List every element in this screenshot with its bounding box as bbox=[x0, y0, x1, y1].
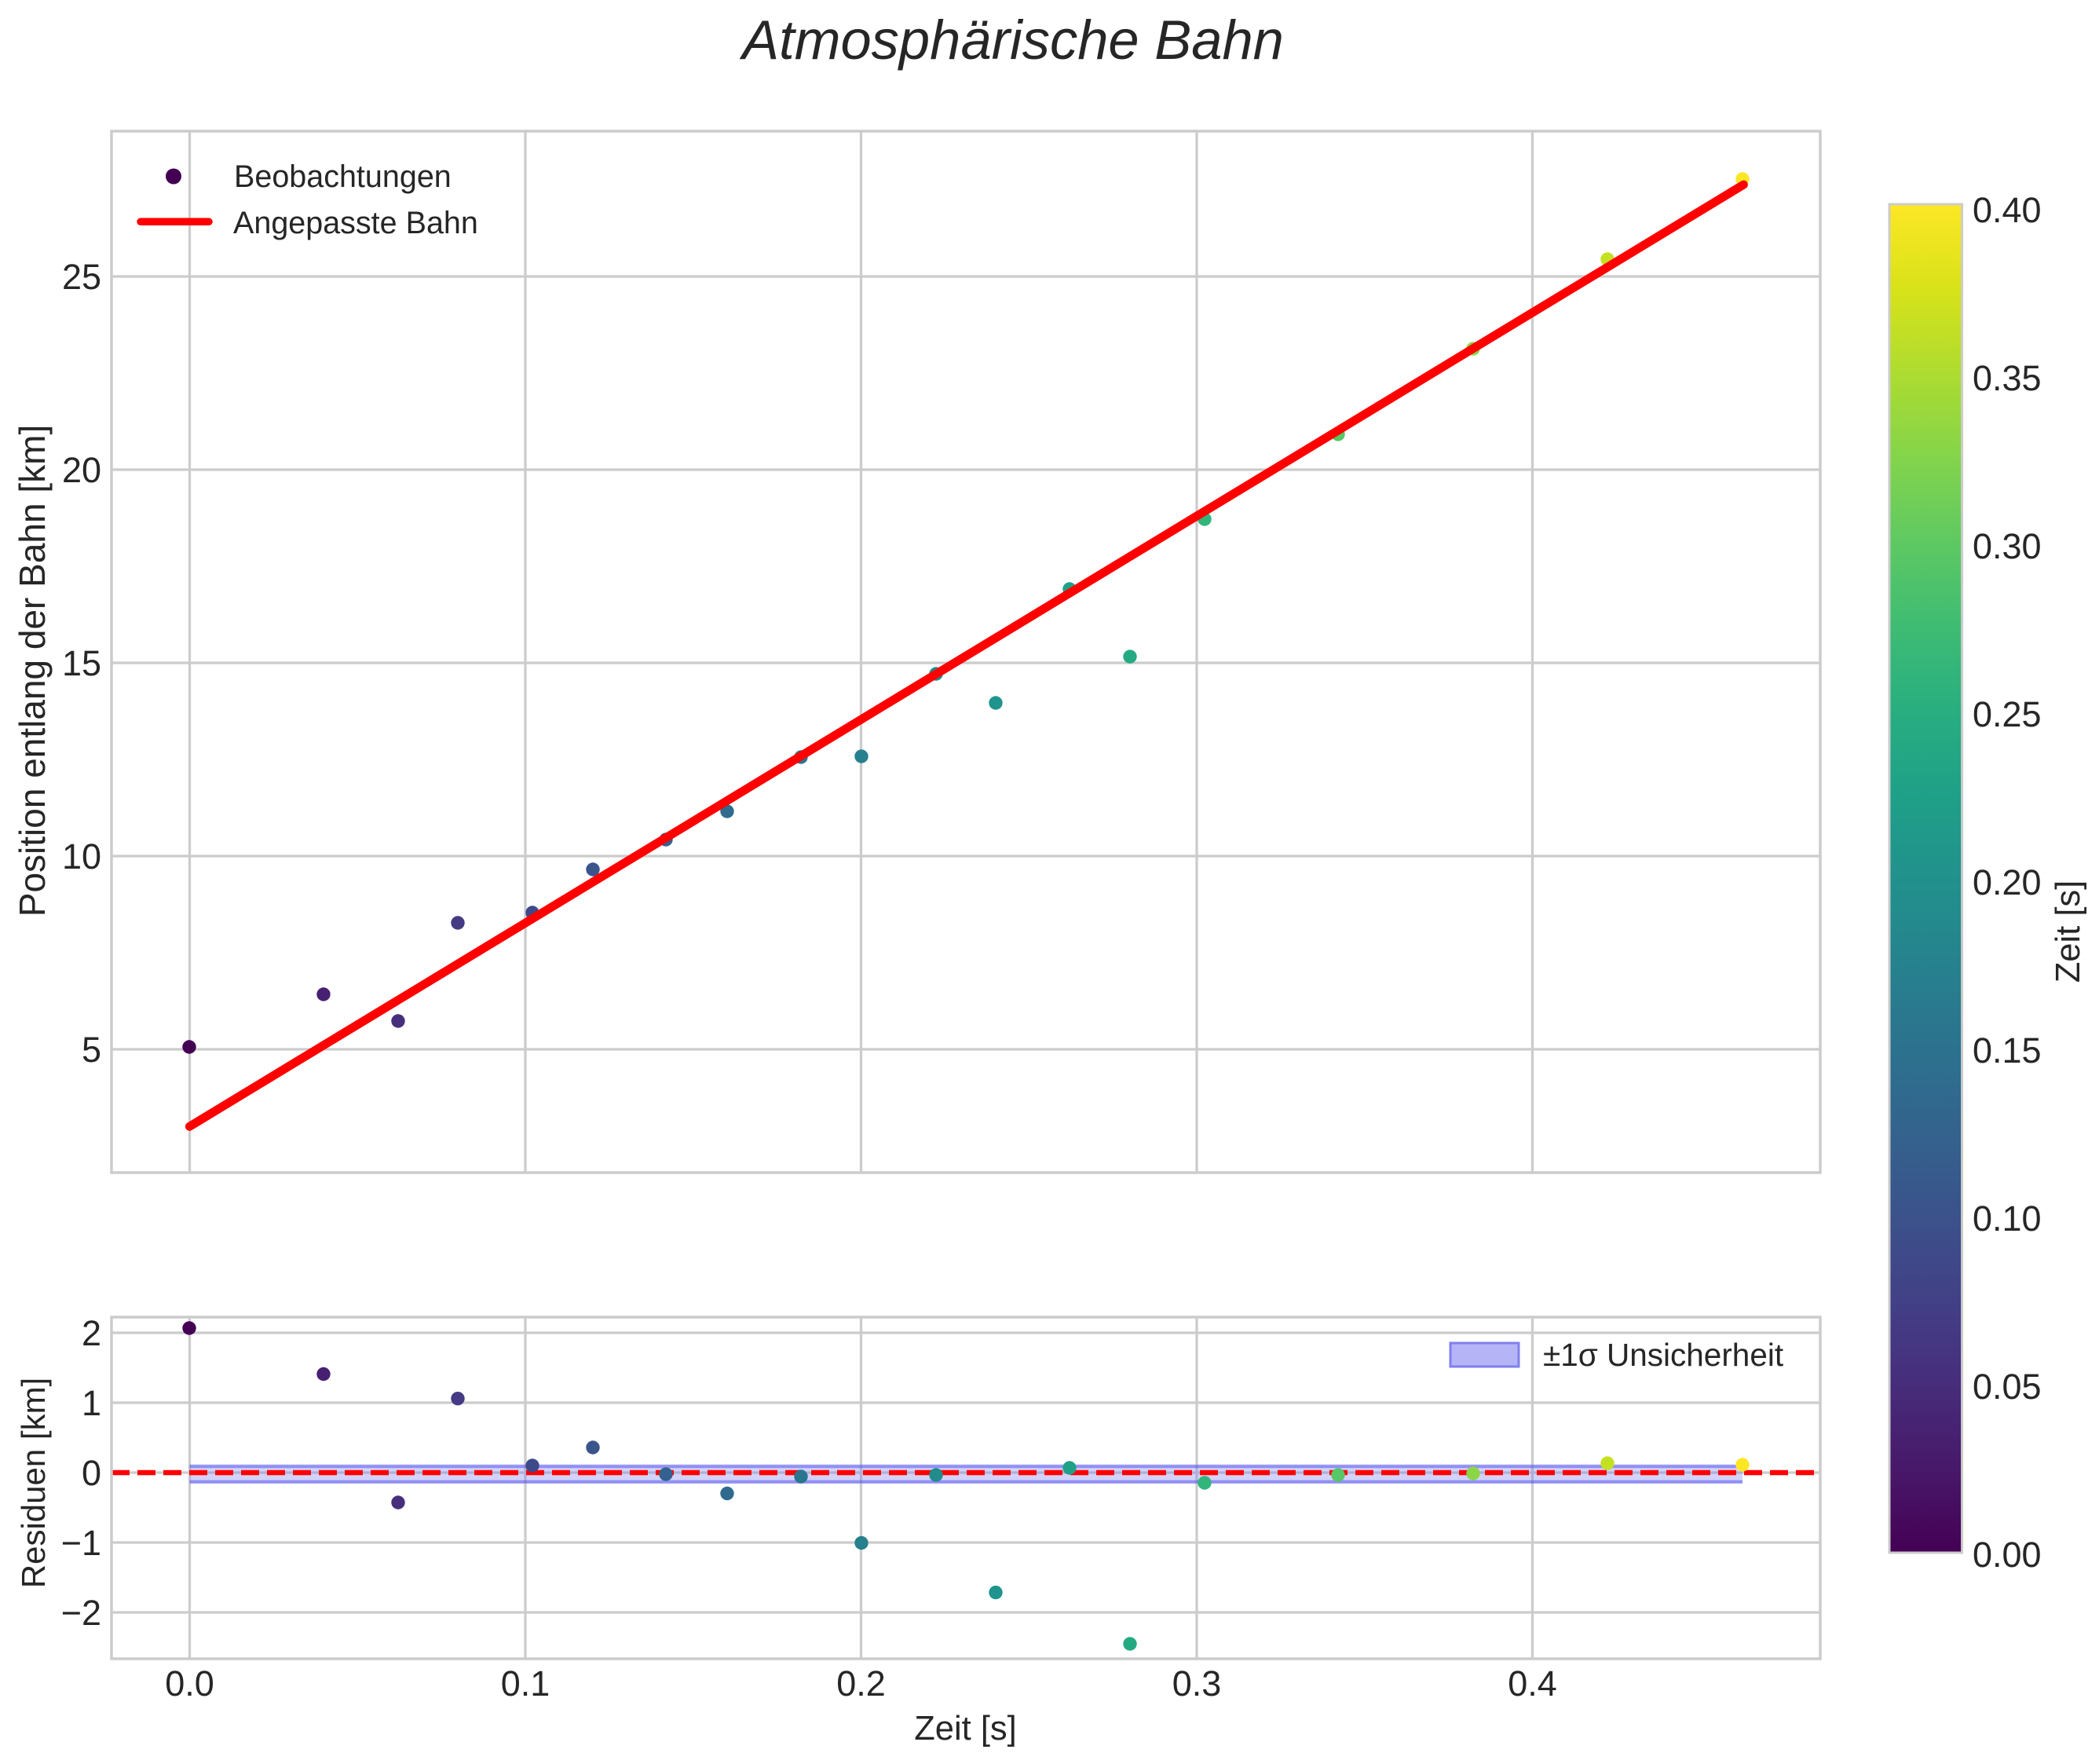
svg-text:0.4: 0.4 bbox=[1508, 1663, 1557, 1704]
svg-text:10: 10 bbox=[62, 836, 101, 877]
svg-text:Residuen [km]: Residuen [km] bbox=[15, 1378, 52, 1588]
svg-text:0.25: 0.25 bbox=[1973, 694, 2042, 734]
svg-text:0.15: 0.15 bbox=[1973, 1030, 2042, 1070]
svg-text:1: 1 bbox=[82, 1383, 101, 1423]
svg-text:0.1: 0.1 bbox=[501, 1663, 550, 1704]
svg-text:0.40: 0.40 bbox=[1973, 190, 2042, 230]
svg-text:−2: −2 bbox=[61, 1593, 101, 1633]
svg-text:Atmosphärische Bahn: Atmosphärische Bahn bbox=[739, 9, 1284, 71]
svg-text:0.30: 0.30 bbox=[1973, 526, 2042, 566]
svg-text:−1: −1 bbox=[61, 1523, 101, 1563]
svg-text:0.3: 0.3 bbox=[1172, 1663, 1222, 1704]
svg-text:5: 5 bbox=[82, 1030, 101, 1070]
svg-text:Position entlang der Bahn [km]: Position entlang der Bahn [km] bbox=[12, 425, 53, 917]
svg-text:Zeit [s]: Zeit [s] bbox=[2050, 880, 2087, 983]
svg-text:Beobachtungen: Beobachtungen bbox=[234, 159, 452, 194]
svg-text:15: 15 bbox=[62, 643, 101, 683]
svg-text:0.05: 0.05 bbox=[1973, 1367, 2042, 1407]
svg-text:±1σ Unsicherheit: ±1σ Unsicherheit bbox=[1543, 1337, 1783, 1373]
svg-text:0.2: 0.2 bbox=[836, 1663, 886, 1704]
svg-text:0.20: 0.20 bbox=[1973, 862, 2042, 902]
svg-text:25: 25 bbox=[62, 257, 101, 297]
svg-text:0.00: 0.00 bbox=[1973, 1535, 2042, 1575]
svg-text:20: 20 bbox=[62, 450, 101, 490]
svg-text:Zeit [s]: Zeit [s] bbox=[914, 1710, 1017, 1748]
svg-text:0.10: 0.10 bbox=[1973, 1199, 2042, 1239]
svg-text:0.35: 0.35 bbox=[1973, 358, 2042, 398]
svg-text:0.0: 0.0 bbox=[165, 1663, 214, 1704]
svg-text:Angepasste Bahn: Angepasste Bahn bbox=[233, 206, 478, 240]
svg-text:0: 0 bbox=[82, 1453, 101, 1493]
svg-text:2: 2 bbox=[82, 1313, 101, 1353]
